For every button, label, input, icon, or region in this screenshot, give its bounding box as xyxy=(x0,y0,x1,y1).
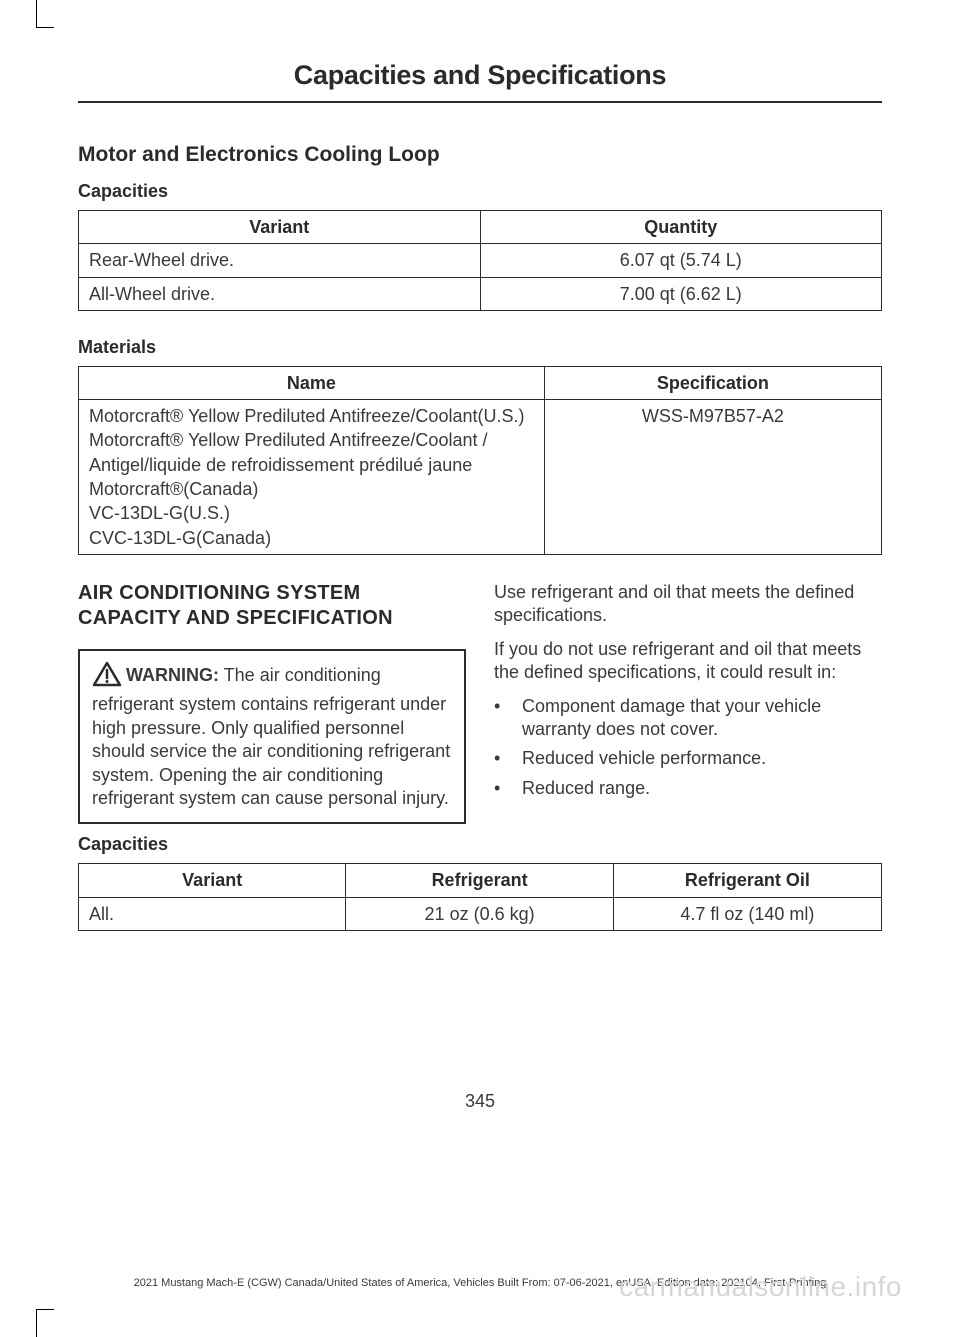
warning-text: The air conditioning refrigerant system … xyxy=(92,665,450,808)
bullet-icon: • xyxy=(494,747,522,770)
cell: Rear-Wheel drive. xyxy=(79,244,481,277)
table-header-row: Name Specification xyxy=(79,366,882,399)
list-item: •Component damage that your vehicle warr… xyxy=(494,695,882,742)
subsection-heading: Capacities xyxy=(78,834,882,855)
col-header: Variant xyxy=(79,211,481,244)
left-column: AIR CONDITIONING SYSTEM CAPACITY AND SPE… xyxy=(78,581,466,824)
table-row: All. 21 oz (0.6 kg) 4.7 fl oz (140 ml) xyxy=(79,897,882,930)
chapter-title: Capacities and Specifications xyxy=(78,60,882,91)
table-header-row: Variant Refrigerant Refrigerant Oil xyxy=(79,864,882,897)
title-rule xyxy=(78,101,882,103)
cell: 21 oz (0.6 kg) xyxy=(346,897,613,930)
subsection-heading: Materials xyxy=(78,337,882,358)
list-item: •Reduced vehicle performance. xyxy=(494,747,882,770)
cell: 4.7 fl oz (140 ml) xyxy=(613,897,881,930)
cell: All-Wheel drive. xyxy=(79,277,481,310)
cell: 6.07 qt (5.74 L) xyxy=(480,244,882,277)
materials-table: Name Specification Motorcraft® Yellow Pr… xyxy=(78,366,882,555)
two-column-region: AIR CONDITIONING SYSTEM CAPACITY AND SPE… xyxy=(78,581,882,824)
cell: 7.00 qt (6.62 L) xyxy=(480,277,882,310)
table-header-row: Variant Quantity xyxy=(79,211,882,244)
bullet-list: •Component damage that your vehicle warr… xyxy=(494,695,882,801)
bullet-icon: • xyxy=(494,777,522,800)
cell: All. xyxy=(79,897,346,930)
page-number: 345 xyxy=(78,1091,882,1112)
capacities-table-1: Variant Quantity Rear-Wheel drive. 6.07 … xyxy=(78,210,882,311)
section-heading: Motor and Electronics Cooling Loop xyxy=(78,143,882,167)
capacities-table-2: Variant Refrigerant Refrigerant Oil All.… xyxy=(78,863,882,931)
list-item: •Reduced range. xyxy=(494,777,882,800)
col-header: Variant xyxy=(79,864,346,897)
page-content: Capacities and Specifications Motor and … xyxy=(0,0,960,1112)
warning-icon xyxy=(92,661,122,693)
right-column: Use refrigerant and oil that meets the d… xyxy=(494,581,882,824)
warning-label: WARNING: xyxy=(126,665,219,685)
bullet-icon: • xyxy=(494,695,522,742)
cell: Motorcraft® Yellow Prediluted Antifreeze… xyxy=(79,400,545,555)
warning-box: WARNING: The air conditioning refrigeran… xyxy=(78,649,466,824)
paragraph: Use refrigerant and oil that meets the d… xyxy=(494,581,882,628)
list-item-text: Component damage that your vehicle warra… xyxy=(522,695,882,742)
section-heading: AIR CONDITIONING SYSTEM CAPACITY AND SPE… xyxy=(78,581,466,631)
col-header: Refrigerant xyxy=(346,864,613,897)
table-row: All-Wheel drive. 7.00 qt (6.62 L) xyxy=(79,277,882,310)
list-item-text: Reduced range. xyxy=(522,777,650,800)
list-item-text: Reduced vehicle performance. xyxy=(522,747,766,770)
col-header: Refrigerant Oil xyxy=(613,864,881,897)
table-row: Rear-Wheel drive. 6.07 qt (5.74 L) xyxy=(79,244,882,277)
table-row: Motorcraft® Yellow Prediluted Antifreeze… xyxy=(79,400,882,555)
col-header: Quantity xyxy=(480,211,882,244)
crop-mark xyxy=(36,1309,54,1337)
subsection-heading: Capacities xyxy=(78,181,882,202)
watermark: carmanualsonline.info xyxy=(619,1271,902,1303)
col-header: Name xyxy=(79,366,545,399)
cell: WSS-M97B57-A2 xyxy=(544,400,881,555)
crop-mark xyxy=(36,0,54,28)
col-header: Specification xyxy=(544,366,881,399)
paragraph: If you do not use refrigerant and oil th… xyxy=(494,638,882,685)
